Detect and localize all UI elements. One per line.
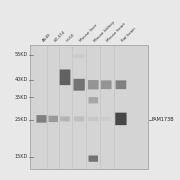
Text: Mouse liver: Mouse liver <box>79 24 99 43</box>
FancyBboxPatch shape <box>116 80 126 89</box>
Text: HL60: HL60 <box>65 33 75 43</box>
Text: A549: A549 <box>42 33 52 43</box>
FancyBboxPatch shape <box>88 117 98 121</box>
Text: 15KD: 15KD <box>14 154 28 159</box>
Text: 55KD: 55KD <box>14 52 28 57</box>
FancyBboxPatch shape <box>73 79 85 91</box>
FancyBboxPatch shape <box>115 113 127 125</box>
Text: 40KD: 40KD <box>14 77 28 82</box>
FancyBboxPatch shape <box>73 54 85 58</box>
FancyBboxPatch shape <box>101 117 111 121</box>
Text: BT-474: BT-474 <box>53 30 66 43</box>
Text: 35KD: 35KD <box>14 95 28 100</box>
FancyBboxPatch shape <box>74 116 84 122</box>
Bar <box>30 45 148 169</box>
Text: Mouse kidney: Mouse kidney <box>93 20 116 43</box>
FancyBboxPatch shape <box>36 115 47 123</box>
FancyBboxPatch shape <box>48 116 58 122</box>
Text: Mouse heart: Mouse heart <box>106 22 127 43</box>
FancyBboxPatch shape <box>60 69 70 85</box>
Text: Rat brain: Rat brain <box>121 27 137 43</box>
FancyBboxPatch shape <box>60 116 70 122</box>
FancyBboxPatch shape <box>88 80 99 89</box>
FancyBboxPatch shape <box>101 80 112 89</box>
Text: FAM173B: FAM173B <box>152 117 174 122</box>
FancyBboxPatch shape <box>89 156 98 162</box>
Text: 25KD: 25KD <box>14 117 28 122</box>
FancyBboxPatch shape <box>89 97 98 103</box>
